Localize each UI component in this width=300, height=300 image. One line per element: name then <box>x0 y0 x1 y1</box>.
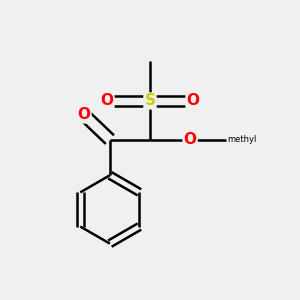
Text: S: S <box>145 94 155 109</box>
Text: O: O <box>184 132 196 147</box>
Text: methyl: methyl <box>227 135 257 144</box>
Text: O: O <box>77 107 91 122</box>
Text: O: O <box>100 94 113 109</box>
Text: O: O <box>187 94 200 109</box>
